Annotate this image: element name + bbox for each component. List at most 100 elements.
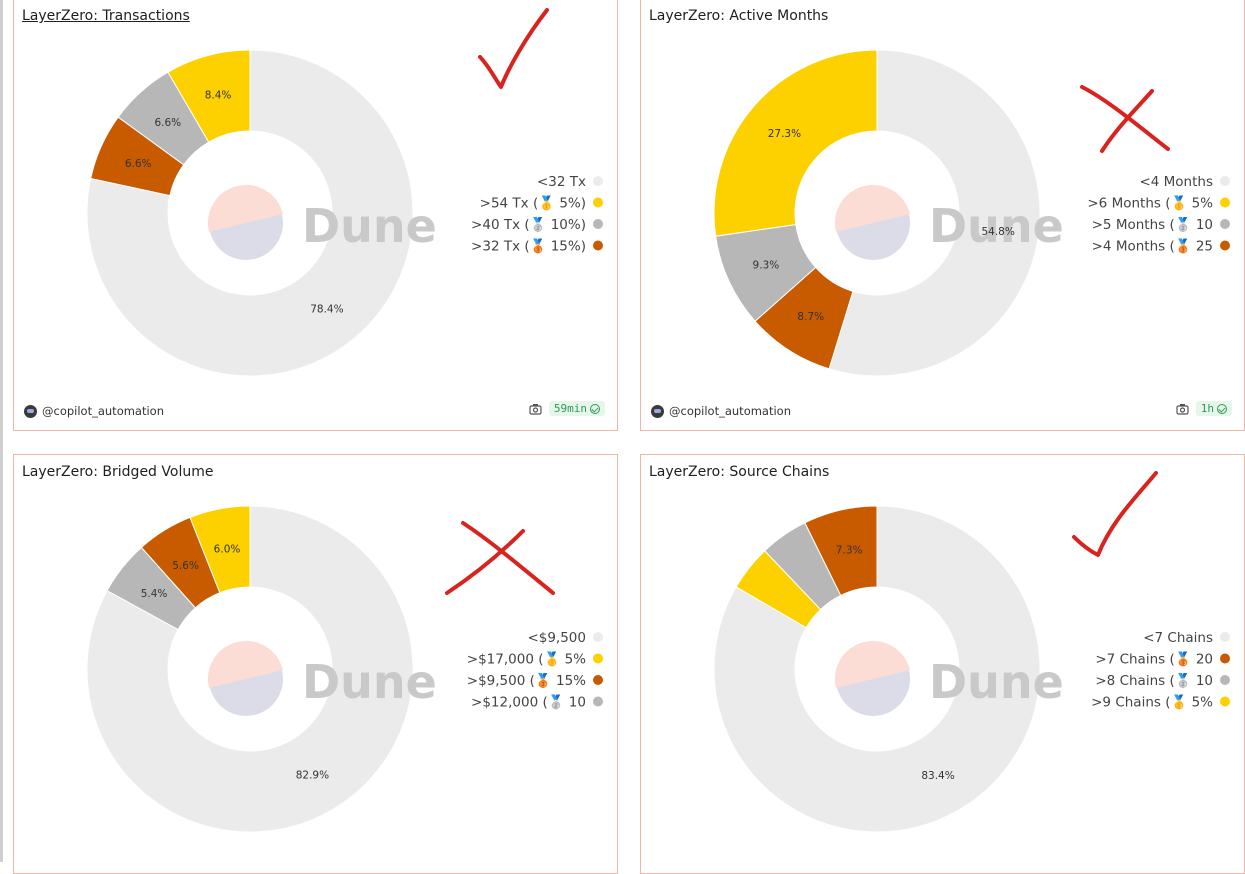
window-left-edge xyxy=(0,0,3,862)
legend-item[interactable]: >4 Months (🥉 25 xyxy=(1092,238,1230,255)
check-circle-icon xyxy=(1217,403,1227,414)
legend-swatch xyxy=(593,632,603,642)
legend-swatch xyxy=(1220,219,1230,229)
legend-item[interactable]: <7 Chains xyxy=(1143,630,1230,646)
donut-chart: Dune 83.4% 7.3% <7 Chains >7 Chains (🥉 20 >8 … xyxy=(713,505,1230,833)
legend-item[interactable]: >32 Tx (🥉 15%) xyxy=(471,238,603,255)
slice-value-label: 6.0% xyxy=(214,544,241,556)
slice-value-label: 78.4% xyxy=(310,303,343,315)
author-handle[interactable]: @copilot_automation xyxy=(42,404,165,418)
chart-panel-transactions: LayerZero: Transactions Dune 78.4% 8.4% 6.6… xyxy=(13,0,618,431)
chart-panel-bridged-volume: LayerZero: Bridged Volume Dune 82.9% 6.0% 5… xyxy=(13,454,618,874)
dune-logo-icon xyxy=(207,184,283,260)
legend-label: >40 Tx (🥈 10%) xyxy=(471,216,586,233)
refresh-badge[interactable]: 59min xyxy=(548,401,605,416)
slice-value-label: 8.4% xyxy=(205,90,232,102)
legend-item[interactable]: >7 Chains (🥉 20 xyxy=(1095,651,1230,668)
legend-swatch xyxy=(593,240,603,251)
dune-logo-icon xyxy=(834,184,910,260)
dune-logo-icon xyxy=(207,640,283,716)
pie-slice[interactable] xyxy=(713,505,1041,833)
check-circle-icon xyxy=(590,403,600,414)
slice-value-label: 6.6% xyxy=(125,158,152,170)
legend-label: <7 Chains xyxy=(1143,630,1213,646)
legend-swatch xyxy=(593,653,603,664)
legend-label: <4 Months xyxy=(1139,174,1213,190)
legend-item[interactable]: >9 Chains (🥇 5% xyxy=(1091,694,1230,711)
legend-item[interactable]: >40 Tx (🥈 10%) xyxy=(471,216,603,233)
legend-swatch xyxy=(1220,696,1230,707)
legend-label: >4 Months (🥉 25 xyxy=(1092,238,1213,255)
donut-chart: Dune 78.4% 8.4% 6.6% 6.6% <32 Tx >54 Tx (🥇 5%)… xyxy=(86,49,603,377)
refresh-age: 59min xyxy=(553,402,587,415)
panel-title[interactable]: LayerZero: Active Months xyxy=(649,8,829,24)
panel-footer-right: 59min xyxy=(529,401,605,416)
chart-panel-source-chains: LayerZero: Source Chains Dune 83.4% 7.3% <7… xyxy=(640,454,1245,874)
refresh-badge[interactable]: 1h xyxy=(1195,401,1232,416)
cross-mark-annotation xyxy=(445,521,555,595)
legend-label: >32 Tx (🥉 15%) xyxy=(471,238,586,255)
legend-swatch xyxy=(1220,653,1230,664)
legend-swatch xyxy=(593,675,603,685)
legend-label: >9 Chains (🥇 5% xyxy=(1091,694,1213,711)
legend-item[interactable]: >$9,500 (🥉 15% xyxy=(467,672,603,689)
slice-value-label: 9.3% xyxy=(753,260,780,272)
panel-footer-right: 1h xyxy=(1176,401,1232,416)
legend-label: <32 Tx xyxy=(537,174,586,190)
legend-item[interactable]: <$9,500 xyxy=(527,630,603,646)
refresh-age: 1h xyxy=(1200,402,1214,415)
legend-item[interactable]: <32 Tx xyxy=(537,174,603,190)
legend-label: <$9,500 xyxy=(527,630,586,646)
chart-panel-active-months: LayerZero: Active Months Dune 54.8% 27.3% 9… xyxy=(640,0,1245,431)
dune-watermark: Dune xyxy=(929,199,1064,253)
dune-watermark: Dune xyxy=(302,199,437,253)
pie-slice[interactable] xyxy=(90,116,185,197)
slice-value-label: 6.6% xyxy=(154,117,181,129)
donut-chart: Dune 82.9% 6.0% 5.6% 5.4% <$9,500 >$17,000 (🥇 … xyxy=(86,505,603,833)
legend-label: >$17,000 (🥇 5% xyxy=(467,651,586,668)
legend-swatch xyxy=(593,219,603,229)
panel-title[interactable]: LayerZero: Transactions xyxy=(22,8,190,24)
legend-swatch xyxy=(593,696,603,707)
check-mark-annotation xyxy=(478,8,549,89)
pie-slice[interactable] xyxy=(828,49,1041,377)
pie-slice[interactable] xyxy=(106,546,197,631)
pie-slice[interactable] xyxy=(713,49,878,237)
author-avatar[interactable] xyxy=(651,404,664,418)
legend-item[interactable]: >6 Months (🥇 5% xyxy=(1087,195,1230,212)
pie-slice[interactable] xyxy=(86,505,414,833)
slice-value-label: 83.4% xyxy=(921,770,954,782)
slice-value-label: 54.8% xyxy=(981,226,1014,238)
legend-label: >5 Months (🥈 10 xyxy=(1092,216,1213,233)
legend-item[interactable]: >5 Months (🥈 10 xyxy=(1092,216,1230,233)
legend-label: >$12,000 (🥈 10 xyxy=(471,694,586,711)
slice-value-label: 27.3% xyxy=(768,128,801,140)
check-mark-annotation xyxy=(1072,471,1158,557)
camera-icon[interactable] xyxy=(529,403,542,415)
dune-logo-icon xyxy=(834,640,910,716)
legend-item[interactable]: >$12,000 (🥈 10 xyxy=(471,694,603,711)
slice-value-label: 5.6% xyxy=(172,560,199,572)
slice-value-label: 82.9% xyxy=(296,769,329,781)
legend-item[interactable]: <4 Months xyxy=(1139,174,1230,190)
dune-watermark: Dune xyxy=(302,655,437,709)
legend-swatch xyxy=(593,176,603,186)
pie-slice[interactable] xyxy=(735,550,822,629)
pie-slice[interactable] xyxy=(754,266,854,370)
camera-icon[interactable] xyxy=(1176,403,1189,415)
panel-title[interactable]: LayerZero: Bridged Volume xyxy=(22,464,214,480)
slice-value-label: 5.4% xyxy=(141,588,168,600)
legend-item[interactable]: >8 Chains (🥈 10 xyxy=(1095,672,1230,689)
slice-value-label: 8.7% xyxy=(797,311,824,323)
legend-item[interactable]: >54 Tx (🥇 5%) xyxy=(480,195,603,212)
author-handle[interactable]: @copilot_automation xyxy=(669,404,792,418)
pie-slice[interactable] xyxy=(86,49,414,377)
legend-label: >54 Tx (🥇 5%) xyxy=(480,195,586,212)
author-avatar[interactable] xyxy=(24,404,37,418)
legend-swatch xyxy=(1220,675,1230,685)
legend-item[interactable]: >$17,000 (🥇 5% xyxy=(467,651,603,668)
legend-swatch xyxy=(1220,197,1230,208)
dune-watermark: Dune xyxy=(929,655,1064,709)
panel-title[interactable]: LayerZero: Source Chains xyxy=(649,464,830,480)
